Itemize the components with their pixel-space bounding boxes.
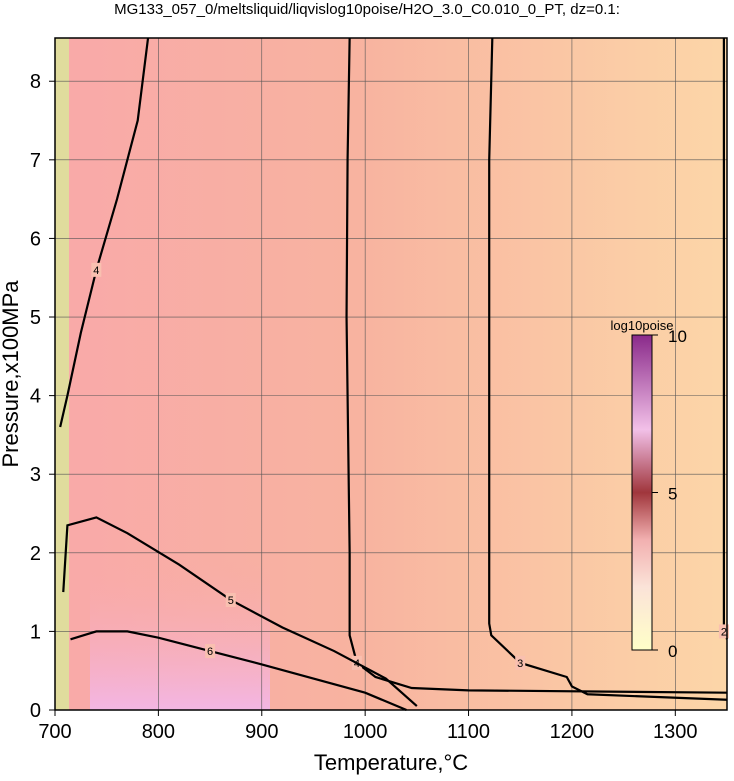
contour-label-bg — [515, 655, 526, 670]
contour-label: 2 — [721, 626, 727, 638]
axes: 700 800 900 1000 1100 1200 1300 0 1 2 3 4 5 6 7 8 — [30, 71, 698, 743]
plot-shading — [55, 38, 69, 710]
contour-label-bg — [91, 262, 102, 277]
x-tick-label: 900 — [245, 721, 278, 743]
x-tick-label: 1000 — [343, 721, 388, 743]
contour-label: 5 — [228, 595, 234, 607]
colorbar — [631, 334, 653, 651]
y-tick-label: 2 — [30, 543, 41, 565]
plot-shading — [90, 560, 270, 710]
contour-label: 4 — [93, 265, 99, 277]
contour-label-bg — [225, 592, 236, 607]
contour-label-bg — [718, 624, 729, 639]
y-axis-label: Pressure,x100MPa — [0, 280, 23, 468]
contour-line — [345, 37, 728, 694]
x-tick-label: 1100 — [447, 721, 490, 743]
colorbar-ticks: 0 5 10 — [652, 327, 687, 661]
y-tick-label: 0 — [30, 700, 41, 722]
y-tick-label: 4 — [30, 386, 41, 408]
y-tick-label: 8 — [30, 71, 41, 93]
x-tick-label: 800 — [142, 721, 175, 743]
y-tick-label: 5 — [30, 307, 41, 329]
x-axis-label: Temperature,°C — [314, 750, 468, 775]
colorbar-tick-label: 0 — [668, 642, 677, 661]
x-tick-label: 1300 — [653, 721, 698, 743]
chart-title: MG133_057_0/meltsliquid/liqvislog10poise… — [114, 1, 620, 18]
contour-label-bg — [205, 644, 216, 659]
x-tick-label: 700 — [38, 721, 71, 743]
y-tick-label: 6 — [30, 228, 41, 250]
contour-line — [62, 516, 418, 707]
y-tick-label: 3 — [30, 464, 41, 486]
colorbar-tick-label: 5 — [668, 485, 677, 504]
contour-label: 3 — [517, 658, 523, 670]
x-tick-label: 1200 — [550, 721, 595, 743]
y-tick-label: 7 — [30, 150, 41, 172]
colorbar-title: log10poise — [611, 318, 674, 333]
plot-frame — [54, 37, 728, 711]
contour-label: 6 — [207, 646, 213, 658]
y-tick-label: 1 — [30, 621, 41, 643]
colorbar-tick-label: 10 — [668, 327, 687, 346]
